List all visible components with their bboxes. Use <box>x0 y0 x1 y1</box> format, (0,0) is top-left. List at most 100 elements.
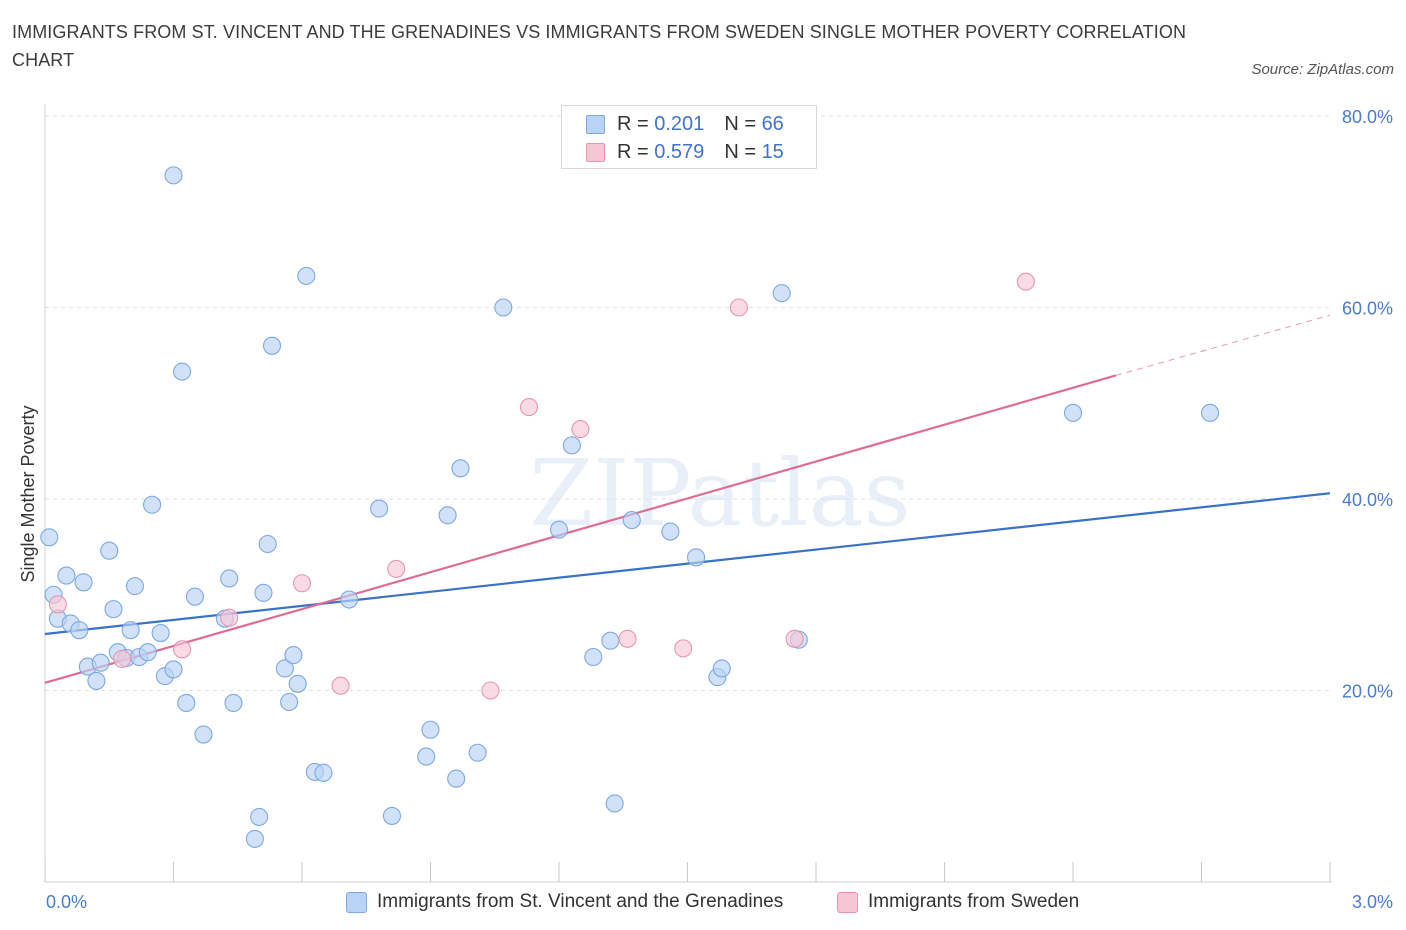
data-point-sweden <box>173 640 192 659</box>
y-tick-label: 20.0% <box>1342 682 1393 702</box>
trend-lines <box>44 314 1331 684</box>
data-point-vincent <box>224 693 243 712</box>
legend-r-label: R = <box>617 140 655 163</box>
data-point-vincent <box>601 631 620 650</box>
data-point-vincent <box>447 769 466 788</box>
data-point-vincent <box>138 643 157 662</box>
data-point-sweden <box>220 608 239 627</box>
data-point-sweden <box>785 629 804 648</box>
data-point-sweden <box>1016 272 1035 291</box>
chart-title: IMMIGRANTS FROM ST. VINCENT AND THE GREN… <box>12 22 1187 70</box>
data-point-vincent <box>1063 403 1083 422</box>
data-point-vincent <box>91 653 110 672</box>
data-point-vincent <box>772 284 791 303</box>
bottom-legend-swatch-sweden <box>837 891 858 913</box>
data-point-vincent <box>421 720 440 739</box>
data-point-vincent <box>549 520 569 539</box>
legend-row-sweden: R = 0.579 N = 15 <box>586 140 784 164</box>
data-point-sweden <box>481 681 500 700</box>
data-point-sweden <box>618 629 637 648</box>
data-point-vincent <box>417 747 436 766</box>
legend-r-value: 0.579 <box>654 140 705 163</box>
data-point-vincent <box>143 495 162 514</box>
data-point-vincent <box>40 528 59 547</box>
data-point-vincent <box>687 548 706 567</box>
data-point-vincent <box>254 583 273 602</box>
trend-line-sweden <box>44 374 1117 684</box>
data-point-vincent <box>288 674 307 693</box>
data-point-sweden <box>519 398 539 417</box>
data-point-vincent <box>451 459 470 478</box>
data-point-vincent <box>87 671 106 690</box>
y-axis-label: Single Mother Poverty <box>18 405 38 582</box>
data-point-vincent <box>245 829 264 848</box>
data-point-sweden <box>48 595 67 614</box>
legend-swatch-vincent <box>586 114 605 134</box>
legend-swatch-sweden <box>586 142 605 162</box>
data-point-vincent <box>468 743 487 762</box>
legend-n-value: 66 <box>761 112 784 135</box>
data-point-vincent <box>194 725 213 744</box>
data-point-vincent <box>121 621 140 640</box>
x-axis-tick-labels: 0.0% 3.0% <box>46 892 1393 912</box>
data-point-sweden <box>292 574 312 593</box>
data-point-sweden <box>674 639 693 658</box>
legend-n-label: N = <box>724 112 762 135</box>
watermark: ZIPatlas <box>529 440 910 547</box>
data-point-sweden <box>729 298 748 317</box>
data-point-vincent <box>370 499 389 518</box>
data-point-vincent <box>494 298 513 317</box>
gridlines <box>45 115 1330 691</box>
bottom-legend-label-vincent: Immigrants from St. Vincent and the Gren… <box>377 891 784 912</box>
data-point-vincent <box>622 511 641 530</box>
trend-line-sweden-extension <box>1115 314 1331 377</box>
data-point-vincent <box>258 534 277 554</box>
bottom-legend-swatch-vincent <box>346 891 367 913</box>
data-point-vincent <box>173 362 192 381</box>
data-point-sweden <box>331 676 350 695</box>
data-point-vincent <box>438 506 457 525</box>
y-axis-tick-labels: 20.0% 40.0% 60.0% 80.0% <box>1342 107 1393 702</box>
bottom-legend-vincent: Immigrants from St. Vincent and the Gren… <box>346 888 783 916</box>
data-point-vincent <box>125 577 144 596</box>
legend-n-label: N = <box>724 140 762 163</box>
data-point-vincent <box>220 569 239 588</box>
data-point-vincent <box>57 566 76 585</box>
data-point-vincent <box>584 647 603 667</box>
data-point-vincent <box>382 806 402 825</box>
data-point-vincent <box>250 807 269 826</box>
data-point-vincent <box>605 794 624 813</box>
data-point-vincent <box>1201 403 1220 422</box>
data-point-sweden <box>113 649 132 668</box>
data-point-vincent <box>297 266 316 285</box>
y-tick-label: 80.0% <box>1342 107 1393 127</box>
y-tick-label: 40.0% <box>1342 490 1393 510</box>
data-point-vincent <box>275 659 294 678</box>
data-points <box>40 166 1220 848</box>
data-point-vincent <box>104 600 123 619</box>
data-point-vincent <box>177 693 196 712</box>
legend: R = 0.201 N = 66 R = 0.579 N = 15 <box>561 105 817 169</box>
data-point-vincent <box>74 573 93 592</box>
bottom-legend-sweden: Immigrants from Sweden <box>837 888 1079 916</box>
data-point-vincent <box>164 166 183 185</box>
x-axis-ticks <box>44 862 1331 882</box>
legend-r-value: 0.201 <box>654 112 705 135</box>
data-point-vincent <box>314 763 333 782</box>
data-point-vincent <box>340 590 359 609</box>
data-point-vincent <box>164 660 183 679</box>
data-point-vincent <box>70 621 89 640</box>
data-point-vincent <box>262 336 282 355</box>
data-point-vincent <box>562 436 581 455</box>
data-point-vincent <box>100 541 119 560</box>
x-tick-label: 3.0% <box>1352 892 1393 912</box>
x-tick-label: 0.0% <box>46 892 87 912</box>
data-point-sweden <box>571 420 590 439</box>
trend-line-vincent <box>44 492 1331 636</box>
bottom-legend-label-sweden: Immigrants from Sweden <box>868 891 1080 912</box>
data-point-sweden <box>387 559 406 578</box>
data-point-vincent <box>151 623 170 643</box>
legend-n-value: 15 <box>761 140 784 163</box>
data-point-vincent <box>661 522 680 541</box>
